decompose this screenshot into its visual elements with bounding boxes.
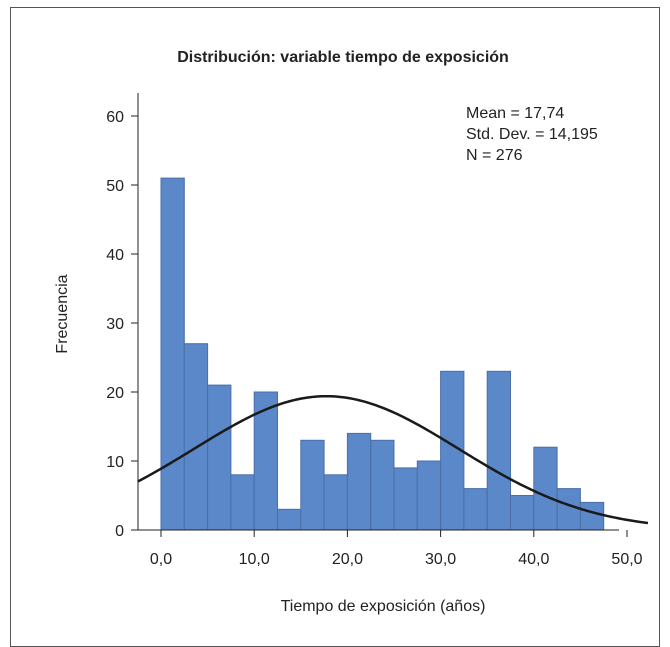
histogram-bar — [323, 474, 348, 531]
histogram-bar — [300, 439, 325, 531]
y-axis-label: Frecuencia — [54, 274, 71, 353]
histogram-bar — [393, 467, 418, 531]
x-tick-label: 10,0 — [239, 551, 270, 568]
x-tick-label: 0,0 — [150, 551, 172, 568]
histogram-bar — [160, 177, 185, 531]
bars-group — [160, 177, 605, 531]
y-tick-label: 0 — [115, 523, 124, 540]
histogram-bar — [346, 432, 372, 531]
histogram-bar — [556, 488, 581, 531]
y-tick-label: 20 — [106, 385, 124, 402]
histogram-bar — [230, 474, 255, 531]
normal-curve — [137, 394, 649, 525]
histogram-bar — [183, 343, 209, 531]
histogram-bar — [416, 460, 442, 531]
y-tick-label: 50 — [106, 178, 124, 195]
x-tick-label: 20,0 — [332, 551, 363, 568]
stat-n: N = 276 — [466, 147, 523, 164]
chart-frame: Distribución: variable tiempo de exposic… — [10, 7, 660, 647]
histogram-bar — [463, 488, 488, 531]
x-tick-label: 40,0 — [518, 551, 549, 568]
y-tick-label: 10 — [106, 454, 124, 471]
histogram-bar — [533, 446, 558, 531]
histogram-bar — [277, 508, 302, 531]
x-ticks-group: 0,0 10,0 20,0 30,0 40,0 50,0 — [150, 530, 643, 568]
y-tick-label: 40 — [106, 247, 124, 264]
y-ticks-group: 0 10 20 30 40 50 60 — [106, 109, 138, 540]
stat-mean: Mean = 17,74 — [466, 105, 564, 122]
histogram-bar — [370, 439, 395, 531]
stat-std-dev: Std. Dev. = 14,195 — [466, 126, 598, 143]
histogram-bar — [579, 501, 605, 531]
histogram-bar — [486, 370, 512, 531]
histogram-bar — [510, 495, 535, 531]
histogram-bar — [207, 384, 232, 531]
x-tick-label: 30,0 — [425, 551, 456, 568]
y-tick-label: 60 — [106, 109, 124, 126]
chart-title: Distribución: variable tiempo de exposic… — [177, 49, 509, 66]
x-tick-label: 50,0 — [611, 551, 642, 568]
y-tick-label: 30 — [106, 316, 124, 333]
x-axis-label: Tiempo de exposición (años) — [281, 598, 486, 615]
histogram-chart: Distribución: variable tiempo de exposic… — [54, 49, 649, 615]
